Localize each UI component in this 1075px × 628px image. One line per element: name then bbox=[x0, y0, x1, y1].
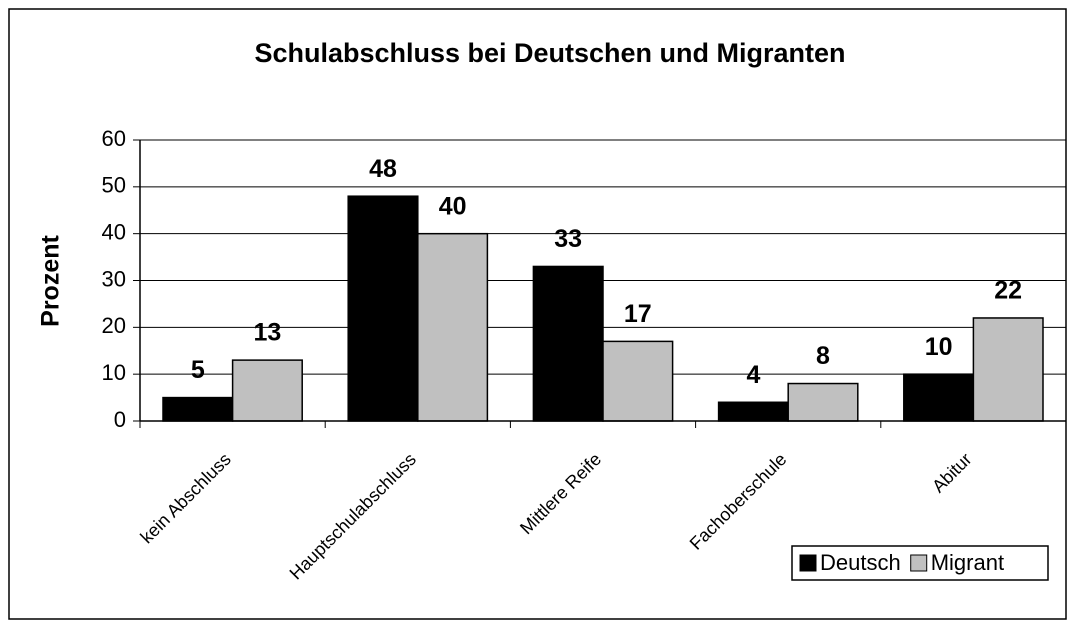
data-label: 22 bbox=[994, 277, 1022, 305]
bar bbox=[417, 232, 489, 422]
bar bbox=[717, 401, 789, 422]
y-axis-label: Prozent bbox=[37, 234, 65, 326]
bar bbox=[347, 195, 419, 422]
data-label: 10 bbox=[925, 333, 953, 361]
y-tick-label: 0 bbox=[114, 407, 126, 432]
data-label: 13 bbox=[253, 319, 281, 347]
data-label: 4 bbox=[746, 361, 760, 389]
bar bbox=[532, 265, 604, 422]
y-tick-label: 20 bbox=[102, 313, 126, 338]
data-label: 33 bbox=[554, 225, 582, 253]
legend: Deutsch Migrant bbox=[791, 545, 1049, 581]
y-tick-label: 40 bbox=[102, 219, 126, 244]
data-label: 48 bbox=[369, 155, 397, 183]
legend-swatch bbox=[910, 554, 928, 572]
bar bbox=[972, 317, 1044, 422]
y-tick-label: 60 bbox=[102, 126, 126, 151]
chart-title: Schulabschluss bei Deutschen und Migrant… bbox=[254, 38, 845, 68]
bar bbox=[162, 396, 234, 422]
legend-label: Deutsch bbox=[820, 550, 901, 575]
data-label: 8 bbox=[816, 342, 830, 370]
bar bbox=[231, 359, 303, 422]
y-tick-label: 10 bbox=[102, 360, 126, 385]
data-label: 40 bbox=[439, 192, 467, 220]
y-tick-label: 50 bbox=[102, 173, 126, 198]
y-tick-label: 30 bbox=[102, 266, 126, 291]
bar bbox=[602, 340, 674, 422]
data-label: 5 bbox=[191, 356, 205, 384]
data-label: 17 bbox=[624, 300, 652, 328]
legend-swatch bbox=[799, 554, 817, 572]
bar bbox=[903, 373, 975, 422]
bar bbox=[787, 382, 859, 422]
legend-label: Migrant bbox=[931, 550, 1004, 575]
